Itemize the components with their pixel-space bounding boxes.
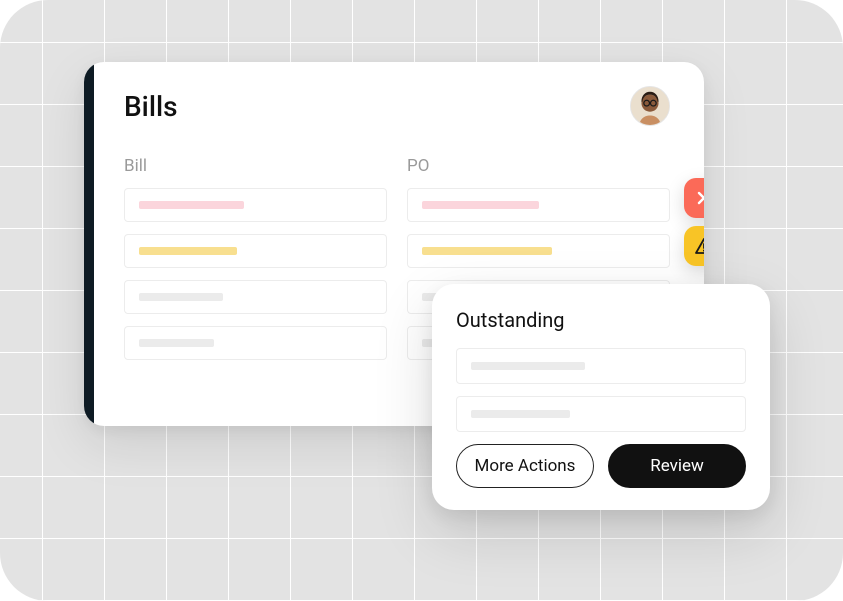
avatar[interactable]	[630, 86, 670, 126]
placeholder-bar	[139, 339, 214, 347]
status-warning-button[interactable]	[684, 226, 704, 266]
po-row[interactable]	[407, 234, 670, 268]
avatar-illustration	[631, 87, 669, 125]
canvas: Bills Bill	[0, 0, 843, 601]
page-title: Bills	[124, 90, 178, 123]
status-error-button[interactable]	[684, 178, 704, 218]
placeholder-bar	[139, 293, 223, 301]
po-column-label: PO	[407, 156, 670, 176]
po-row[interactable]	[407, 188, 670, 222]
outstanding-row[interactable]	[456, 396, 746, 432]
card-header: Bills	[124, 86, 670, 126]
popover-title: Outstanding	[456, 308, 746, 332]
placeholder-bar	[471, 362, 585, 370]
placeholder-bar	[139, 201, 244, 209]
placeholder-bar	[139, 247, 237, 255]
bill-row[interactable]	[124, 326, 387, 360]
bill-row[interactable]	[124, 188, 387, 222]
review-button[interactable]: Review	[608, 444, 746, 488]
bill-column: Bill	[124, 156, 387, 372]
placeholder-bar	[471, 410, 570, 418]
popover-actions: More Actions Review	[456, 444, 746, 488]
outstanding-popover: Outstanding More Actions Review	[432, 284, 770, 510]
bill-row[interactable]	[124, 280, 387, 314]
placeholder-bar	[422, 247, 552, 255]
more-actions-button[interactable]: More Actions	[456, 444, 594, 488]
bill-column-label: Bill	[124, 156, 387, 176]
outstanding-row[interactable]	[456, 348, 746, 384]
bill-row[interactable]	[124, 234, 387, 268]
close-icon	[695, 189, 704, 207]
warning-icon	[694, 236, 704, 256]
placeholder-bar	[422, 201, 539, 209]
card-accent-bar	[84, 62, 94, 426]
